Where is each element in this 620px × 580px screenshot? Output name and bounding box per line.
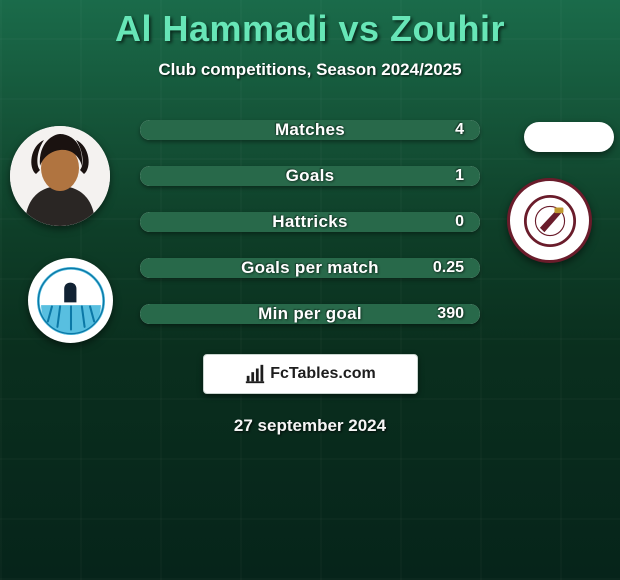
page-subtitle: Club competitions, Season 2024/2025 bbox=[0, 60, 620, 80]
stat-row-goals-per-match: Goals per match 0.25 bbox=[140, 258, 480, 278]
stat-row-min-per-goal: Min per goal 390 bbox=[140, 304, 480, 324]
stat-label: Goals bbox=[140, 166, 480, 186]
stat-label: Goals per match bbox=[140, 258, 480, 278]
stat-row-hattricks: Hattricks 0 bbox=[140, 212, 480, 232]
date-text: 27 september 2024 bbox=[0, 416, 620, 436]
person-icon bbox=[10, 126, 110, 226]
club-left-badge bbox=[28, 258, 113, 343]
page-title: Al Hammadi vs Zouhir bbox=[0, 0, 620, 50]
stat-label: Min per goal bbox=[140, 304, 480, 324]
brand-box: FcTables.com bbox=[203, 354, 418, 394]
player-right-avatar bbox=[524, 122, 614, 152]
club-crest-icon bbox=[37, 267, 105, 335]
stat-value: 0 bbox=[455, 213, 464, 231]
club-crest-icon bbox=[522, 193, 578, 249]
stat-value: 1 bbox=[455, 167, 464, 185]
brand-text: FcTables.com bbox=[270, 365, 376, 383]
player-left-avatar bbox=[10, 126, 110, 226]
stat-value: 0.25 bbox=[433, 259, 464, 277]
stat-label: Hattricks bbox=[140, 212, 480, 232]
bar-chart-icon bbox=[244, 363, 266, 385]
stat-row-goals: Goals 1 bbox=[140, 166, 480, 186]
content-root: Al Hammadi vs Zouhir Club competitions, … bbox=[0, 0, 620, 580]
stat-value: 390 bbox=[437, 305, 464, 323]
club-right-badge bbox=[507, 178, 592, 263]
stat-row-matches: Matches 4 bbox=[140, 120, 480, 140]
stat-value: 4 bbox=[455, 121, 464, 139]
stat-label: Matches bbox=[140, 120, 480, 140]
